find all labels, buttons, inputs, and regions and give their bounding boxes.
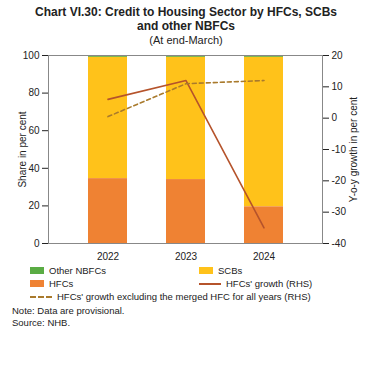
svg-text:20: 20	[28, 200, 40, 211]
svg-text:40: 40	[28, 163, 40, 174]
html-text:Other NBFCs: Other NBFCs	[49, 265, 106, 276]
html-text:HFCs' growth excluding the mer: HFCs' growth excluding the merged HFC fo…	[57, 291, 311, 302]
html-text:(At end-March): (At end-March)	[149, 34, 223, 46]
svg-text:0: 0	[34, 238, 40, 249]
svg-text:2024: 2024	[253, 251, 276, 262]
html-text:HFCs' growth (RHS): HFCs' growth (RHS)	[226, 278, 313, 289]
svg-text:Y-o-y growth in per cent: Y-o-y growth in per cent	[348, 97, 359, 202]
html-text:Note: Data are provisional.: Note: Data are provisional.	[12, 305, 125, 316]
svg-text:2022: 2022	[97, 251, 120, 262]
svg-text:60: 60	[28, 125, 40, 136]
svg-text:-10: -10	[332, 144, 347, 155]
svg-text:-40: -40	[332, 238, 347, 249]
html-text:Source: NHB.: Source: NHB.	[12, 317, 71, 328]
svg-text:2023: 2023	[175, 251, 198, 262]
html-text:SCBs: SCBs	[218, 265, 243, 276]
svg-text:80: 80	[28, 87, 40, 98]
html-text:HFCs: HFCs	[49, 278, 74, 289]
svg-text:100: 100	[23, 50, 40, 61]
svg-text:0: 0	[332, 112, 338, 123]
html-text:Chart VI.30: Credit to Housing: Chart VI.30: Credit to Housing Sector by…	[35, 5, 337, 33]
svg-text:Share in per cent: Share in per cent	[17, 111, 28, 187]
svg-text:-30: -30	[332, 206, 347, 217]
svg-text:10: 10	[332, 81, 344, 92]
svg-text:20: 20	[332, 50, 344, 61]
svg-text:-20: -20	[332, 175, 347, 186]
